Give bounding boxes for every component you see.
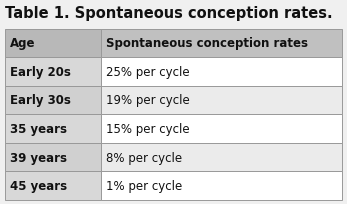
Bar bbox=[5, 86, 101, 115]
Bar bbox=[101, 115, 342, 143]
Bar bbox=[101, 86, 342, 115]
Text: Table 1. Spontaneous conception rates.: Table 1. Spontaneous conception rates. bbox=[5, 6, 333, 21]
Bar bbox=[101, 58, 342, 86]
Bar bbox=[5, 172, 101, 200]
Text: Age: Age bbox=[10, 37, 35, 50]
Text: 15% per cycle: 15% per cycle bbox=[106, 122, 190, 135]
Bar bbox=[5, 4, 342, 30]
Text: 45 years: 45 years bbox=[10, 179, 67, 192]
Bar bbox=[5, 115, 101, 143]
Text: 19% per cycle: 19% per cycle bbox=[106, 94, 190, 107]
Text: 35 years: 35 years bbox=[10, 122, 67, 135]
Text: Early 20s: Early 20s bbox=[10, 65, 71, 78]
Text: 39 years: 39 years bbox=[10, 151, 67, 164]
Text: 8% per cycle: 8% per cycle bbox=[106, 151, 182, 164]
Bar bbox=[5, 58, 101, 86]
Bar bbox=[5, 30, 101, 58]
Text: Early 30s: Early 30s bbox=[10, 94, 71, 107]
Text: Spontaneous conception rates: Spontaneous conception rates bbox=[106, 37, 308, 50]
Bar bbox=[101, 30, 342, 58]
Bar bbox=[101, 172, 342, 200]
Bar bbox=[5, 143, 101, 172]
Text: 25% per cycle: 25% per cycle bbox=[106, 65, 190, 78]
Text: 1% per cycle: 1% per cycle bbox=[106, 179, 182, 192]
Bar bbox=[101, 143, 342, 172]
